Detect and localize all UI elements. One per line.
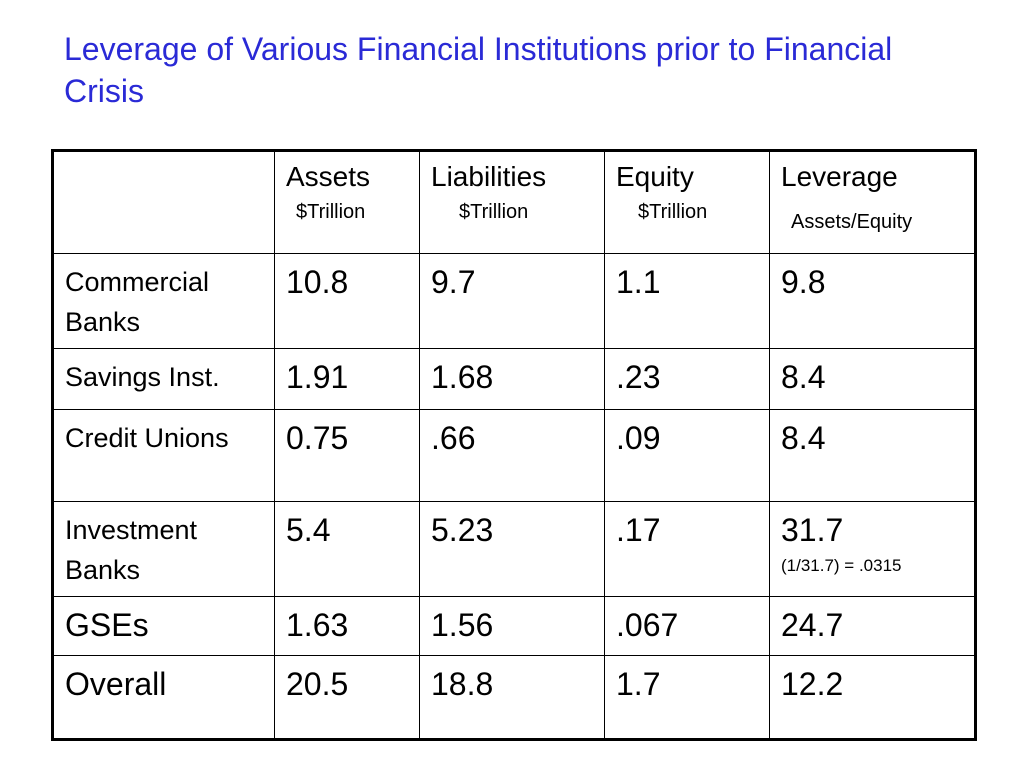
liabilities-cell: 9.7 — [419, 253, 605, 349]
liabilities-cell: 1.68 — [419, 348, 605, 410]
header-equity-unit: $Trillion — [638, 201, 708, 223]
header-liabilities-label: Liabilities — [431, 161, 547, 192]
row-label: GSEs — [65, 607, 149, 643]
row-label: Overall — [65, 666, 167, 702]
row-label-cell: GSEs — [52, 596, 275, 656]
equity-cell: 1.1 — [604, 253, 770, 349]
leverage-cell: 24.7 — [769, 596, 976, 656]
row-label-cell: Savings Inst. — [52, 348, 275, 410]
liabilities-cell: .66 — [419, 409, 605, 502]
row-label-cell: Overall — [52, 655, 275, 740]
equity-cell: .23 — [604, 348, 770, 410]
table-row: Savings Inst. 1.91 1.68 .23 8.4 — [52, 348, 976, 410]
liabilities-cell: 5.23 — [419, 501, 605, 597]
table-row: GSEs 1.63 1.56 .067 24.7 — [52, 596, 976, 656]
header-cell-leverage: Leverage Assets/Equity — [769, 150, 976, 254]
header-liabilities-unit: $Trillion — [459, 201, 529, 223]
header-equity-label: Equity — [616, 161, 694, 192]
equity-cell: 1.7 — [604, 655, 770, 740]
row-label: Credit Unions — [65, 423, 229, 453]
row-label-cell: Investment Banks — [52, 501, 275, 597]
equity-cell: .09 — [604, 409, 770, 502]
leverage-note: (1/31.7) = .0315 — [781, 556, 902, 575]
header-cell-blank — [52, 150, 275, 254]
equity-cell: .17 — [604, 501, 770, 597]
header-assets-label: Assets — [286, 161, 371, 192]
table-header-row: Assets $Trillion Liabilities $Trillion E… — [52, 150, 976, 254]
header-cell-assets: Assets $Trillion — [274, 150, 420, 254]
page-title: Leverage of Various Financial Institutio… — [64, 31, 893, 109]
table-row: Credit Unions 0.75 .66 .09 8.4 — [52, 409, 976, 502]
liabilities-cell: 1.56 — [419, 596, 605, 656]
header-cell-equity: Equity $Trillion — [604, 150, 770, 254]
row-label-cell: Credit Unions — [52, 409, 275, 502]
liabilities-cell: 18.8 — [419, 655, 605, 740]
table-row: Investment Banks 5.4 5.23 .17 31.7 (1/31… — [52, 501, 976, 597]
assets-cell: 0.75 — [274, 409, 420, 502]
row-label: Savings Inst. — [65, 362, 220, 392]
assets-cell: 20.5 — [274, 655, 420, 740]
assets-cell: 1.91 — [274, 348, 420, 410]
leverage-cell: 8.4 — [769, 348, 976, 410]
leverage-table: Assets $Trillion Liabilities $Trillion E… — [51, 149, 977, 741]
header-cell-liabilities: Liabilities $Trillion — [419, 150, 605, 254]
table-row: Overall 20.5 18.8 1.7 12.2 — [52, 655, 976, 740]
row-label: Investment Banks — [65, 515, 198, 585]
row-label: Commercial Banks — [65, 267, 210, 337]
header-leverage-unit: Assets/Equity — [791, 211, 913, 233]
assets-cell: 10.8 — [274, 253, 420, 349]
header-assets-unit: $Trillion — [296, 201, 366, 223]
leverage-cell: 12.2 — [769, 655, 976, 740]
equity-cell: .067 — [604, 596, 770, 656]
assets-cell: 1.63 — [274, 596, 420, 656]
leverage-cell: 31.7 (1/31.7) = .0315 — [769, 501, 976, 597]
leverage-cell: 8.4 — [769, 409, 976, 502]
assets-cell: 5.4 — [274, 501, 420, 597]
row-label-cell: Commercial Banks — [52, 253, 275, 349]
header-leverage-label: Leverage — [781, 161, 898, 192]
table-row: Commercial Banks 10.8 9.7 1.1 9.8 — [52, 253, 976, 349]
leverage-cell: 9.8 — [769, 253, 976, 349]
